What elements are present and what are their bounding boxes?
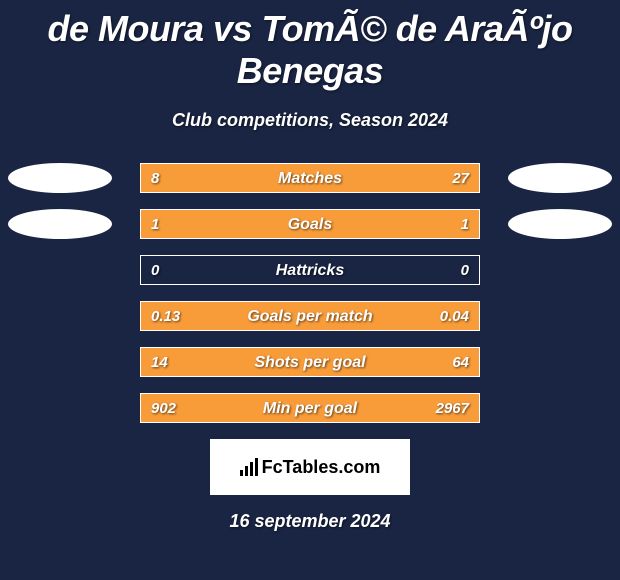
stat-bar: 00Hattricks xyxy=(140,255,480,285)
stat-row: 827Matches xyxy=(0,163,620,193)
stat-row: 9022967Min per goal xyxy=(0,393,620,423)
stats-container: 827Matches 11Goals 00Hattricks 0.130.04Goal… xyxy=(0,163,620,423)
team-crest-right xyxy=(508,209,612,239)
stat-bar: 9022967Min per goal xyxy=(140,393,480,423)
stat-row: 00Hattricks xyxy=(0,255,620,285)
stat-bar: 1464Shots per goal xyxy=(140,347,480,377)
stat-label: Matches xyxy=(141,164,479,194)
stat-label: Goals per match xyxy=(141,302,479,332)
team-crest-left xyxy=(8,163,112,193)
stat-bar: 827Matches xyxy=(140,163,480,193)
team-crest-left xyxy=(8,209,112,239)
team-crest-right xyxy=(508,163,612,193)
logo-text: FcTables.com xyxy=(262,457,381,478)
stat-label: Shots per goal xyxy=(141,348,479,378)
page-title: de Moura vs TomÃ© de AraÃºjo Benegas xyxy=(0,0,620,92)
stat-row: 11Goals xyxy=(0,209,620,239)
logo: FcTables.com xyxy=(240,457,381,478)
page-subtitle: Club competitions, Season 2024 xyxy=(0,110,620,131)
stat-label: Hattricks xyxy=(141,256,479,286)
stat-bar: 11Goals xyxy=(140,209,480,239)
chart-icon xyxy=(240,458,258,476)
logo-box: FcTables.com xyxy=(210,439,410,495)
stat-label: Goals xyxy=(141,210,479,240)
stat-label: Min per goal xyxy=(141,394,479,424)
stat-row: 0.130.04Goals per match xyxy=(0,301,620,331)
stat-row: 1464Shots per goal xyxy=(0,347,620,377)
date-label: 16 september 2024 xyxy=(0,511,620,532)
stat-bar: 0.130.04Goals per match xyxy=(140,301,480,331)
